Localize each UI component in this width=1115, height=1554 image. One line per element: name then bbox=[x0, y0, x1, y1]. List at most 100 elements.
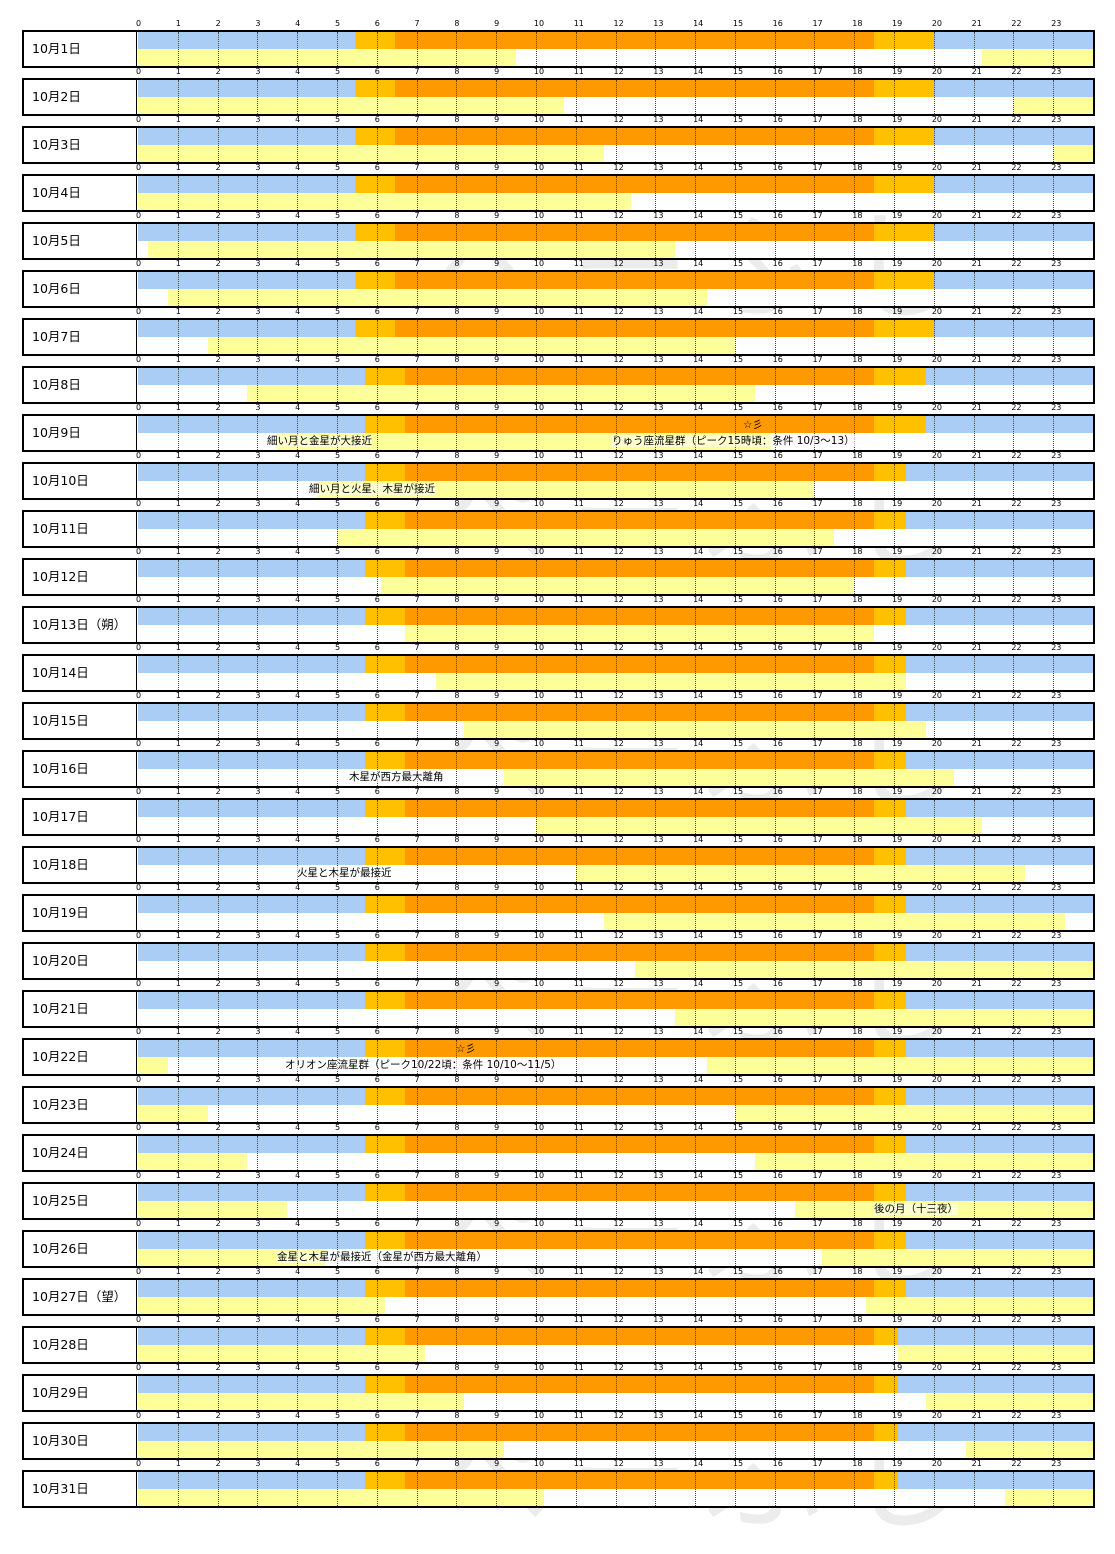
hour-label: 13 bbox=[653, 1267, 664, 1276]
hour-gridline bbox=[377, 656, 378, 690]
hour-label: 18 bbox=[852, 499, 863, 508]
hour-gridline bbox=[655, 848, 656, 882]
hour-gridline bbox=[616, 896, 617, 930]
hour-label: 1 bbox=[175, 211, 181, 220]
hour-gridline bbox=[297, 464, 298, 498]
hour-gridline bbox=[297, 1376, 298, 1410]
hour-label: 6 bbox=[374, 1411, 380, 1420]
hour-label: 22 bbox=[1011, 499, 1022, 508]
hour-label: 13 bbox=[653, 787, 664, 796]
hour-label: 11 bbox=[573, 643, 584, 652]
hour-gridline bbox=[974, 512, 975, 546]
moon-bar bbox=[866, 1297, 1093, 1314]
hour-gridline bbox=[735, 272, 736, 306]
hour-label: 4 bbox=[295, 1123, 301, 1132]
twilight-bar bbox=[365, 1376, 405, 1393]
hour-label: 6 bbox=[374, 19, 380, 28]
twilight-bar bbox=[365, 1136, 405, 1153]
hour-label: 4 bbox=[295, 499, 301, 508]
hour-gridline bbox=[814, 1136, 815, 1170]
hour-label: 21 bbox=[971, 451, 982, 460]
twilight-bar bbox=[874, 1472, 898, 1489]
hour-label: 14 bbox=[693, 1123, 704, 1132]
hour-gridline bbox=[576, 608, 577, 642]
hour-label: 12 bbox=[613, 67, 624, 76]
hour-gridline bbox=[178, 1088, 179, 1122]
hour-gridline bbox=[297, 368, 298, 402]
hour-label: 1 bbox=[175, 1315, 181, 1324]
night-bar bbox=[898, 1376, 1093, 1393]
hour-gridline bbox=[854, 944, 855, 978]
hour-gridline bbox=[854, 992, 855, 1026]
hour-label: 22 bbox=[1011, 1171, 1022, 1180]
moon-bar bbox=[138, 1153, 247, 1170]
hour-label: 23 bbox=[1051, 115, 1062, 124]
hour-gridline bbox=[257, 608, 258, 642]
hour-label: 19 bbox=[892, 259, 903, 268]
hour-label: 16 bbox=[772, 451, 783, 460]
hour-label: 15 bbox=[732, 1315, 744, 1324]
hour-label: 0 bbox=[136, 1315, 142, 1324]
daylight-bar bbox=[852, 800, 874, 817]
hour-label: 23 bbox=[1051, 1027, 1062, 1036]
hour-label: 2 bbox=[215, 211, 221, 220]
twilight-bar bbox=[874, 608, 906, 625]
daylight-bar bbox=[852, 1424, 874, 1441]
hour-gridline bbox=[814, 32, 815, 66]
hour-label: 2 bbox=[215, 547, 221, 556]
hour-gridline bbox=[178, 848, 179, 882]
hour-label: 1 bbox=[175, 979, 181, 988]
hour-gridline bbox=[854, 368, 855, 402]
hour-gridline bbox=[1013, 80, 1014, 114]
hour-gridline bbox=[974, 1136, 975, 1170]
hour-gridline bbox=[417, 848, 418, 882]
hour-gridline bbox=[655, 32, 656, 66]
hour-label: 16 bbox=[772, 1219, 783, 1228]
hour-label: 13 bbox=[653, 355, 664, 364]
hour-gridline bbox=[616, 560, 617, 594]
hour-label: 3 bbox=[255, 1075, 261, 1084]
hour-label: 23 bbox=[1051, 547, 1062, 556]
hour-label: 16 bbox=[772, 1411, 783, 1420]
hour-gridline bbox=[655, 1184, 656, 1218]
hour-label: 13 bbox=[653, 115, 664, 124]
hour-gridline bbox=[178, 1376, 179, 1410]
hour-label: 20 bbox=[931, 1171, 943, 1180]
hour-scale: 0 1 2 3 4 5 6 7 8 9 10 11 12 13 14 15 16 17 18 19 20 21 22 23 bbox=[0, 163, 1115, 175]
hour-gridline bbox=[616, 1472, 617, 1506]
hour-label: 4 bbox=[295, 19, 301, 28]
hour-gridline bbox=[735, 1232, 736, 1266]
hour-label: 22 bbox=[1011, 307, 1022, 316]
twilight-bar bbox=[874, 368, 926, 385]
hour-gridline bbox=[894, 1184, 895, 1218]
twilight-bar bbox=[874, 32, 934, 49]
hour-label: 15 bbox=[732, 1219, 744, 1228]
daylight-bar bbox=[852, 1184, 874, 1201]
hour-label: 16 bbox=[772, 67, 783, 76]
hour-label: 13 bbox=[653, 1171, 664, 1180]
hour-label: 18 bbox=[852, 67, 863, 76]
hour-label: 12 bbox=[613, 259, 624, 268]
hour-label: 6 bbox=[374, 1027, 380, 1036]
hour-label: 11 bbox=[573, 739, 584, 748]
hour-gridline bbox=[496, 704, 497, 738]
hour-label: 20 bbox=[931, 643, 943, 652]
hour-gridline bbox=[854, 1088, 855, 1122]
hour-label: 19 bbox=[892, 931, 903, 940]
hour-label: 8 bbox=[454, 787, 460, 796]
hour-gridline bbox=[337, 1328, 338, 1362]
twilight-bar bbox=[355, 176, 395, 193]
hour-label: 3 bbox=[255, 1171, 261, 1180]
twilight-bar bbox=[874, 416, 926, 433]
hour-gridline bbox=[1013, 1040, 1014, 1074]
hour-gridline bbox=[536, 416, 537, 450]
hour-scale: 0 1 2 3 4 5 6 7 8 9 10 11 12 13 14 15 16 17 18 19 20 21 22 23 bbox=[0, 787, 1115, 799]
hour-gridline bbox=[456, 848, 457, 882]
hour-gridline bbox=[854, 1280, 855, 1314]
hour-label: 18 bbox=[852, 211, 863, 220]
hour-gridline bbox=[496, 1280, 497, 1314]
hour-gridline bbox=[974, 416, 975, 450]
hour-gridline bbox=[257, 128, 258, 162]
hour-gridline bbox=[337, 608, 338, 642]
hour-label: 12 bbox=[613, 547, 624, 556]
